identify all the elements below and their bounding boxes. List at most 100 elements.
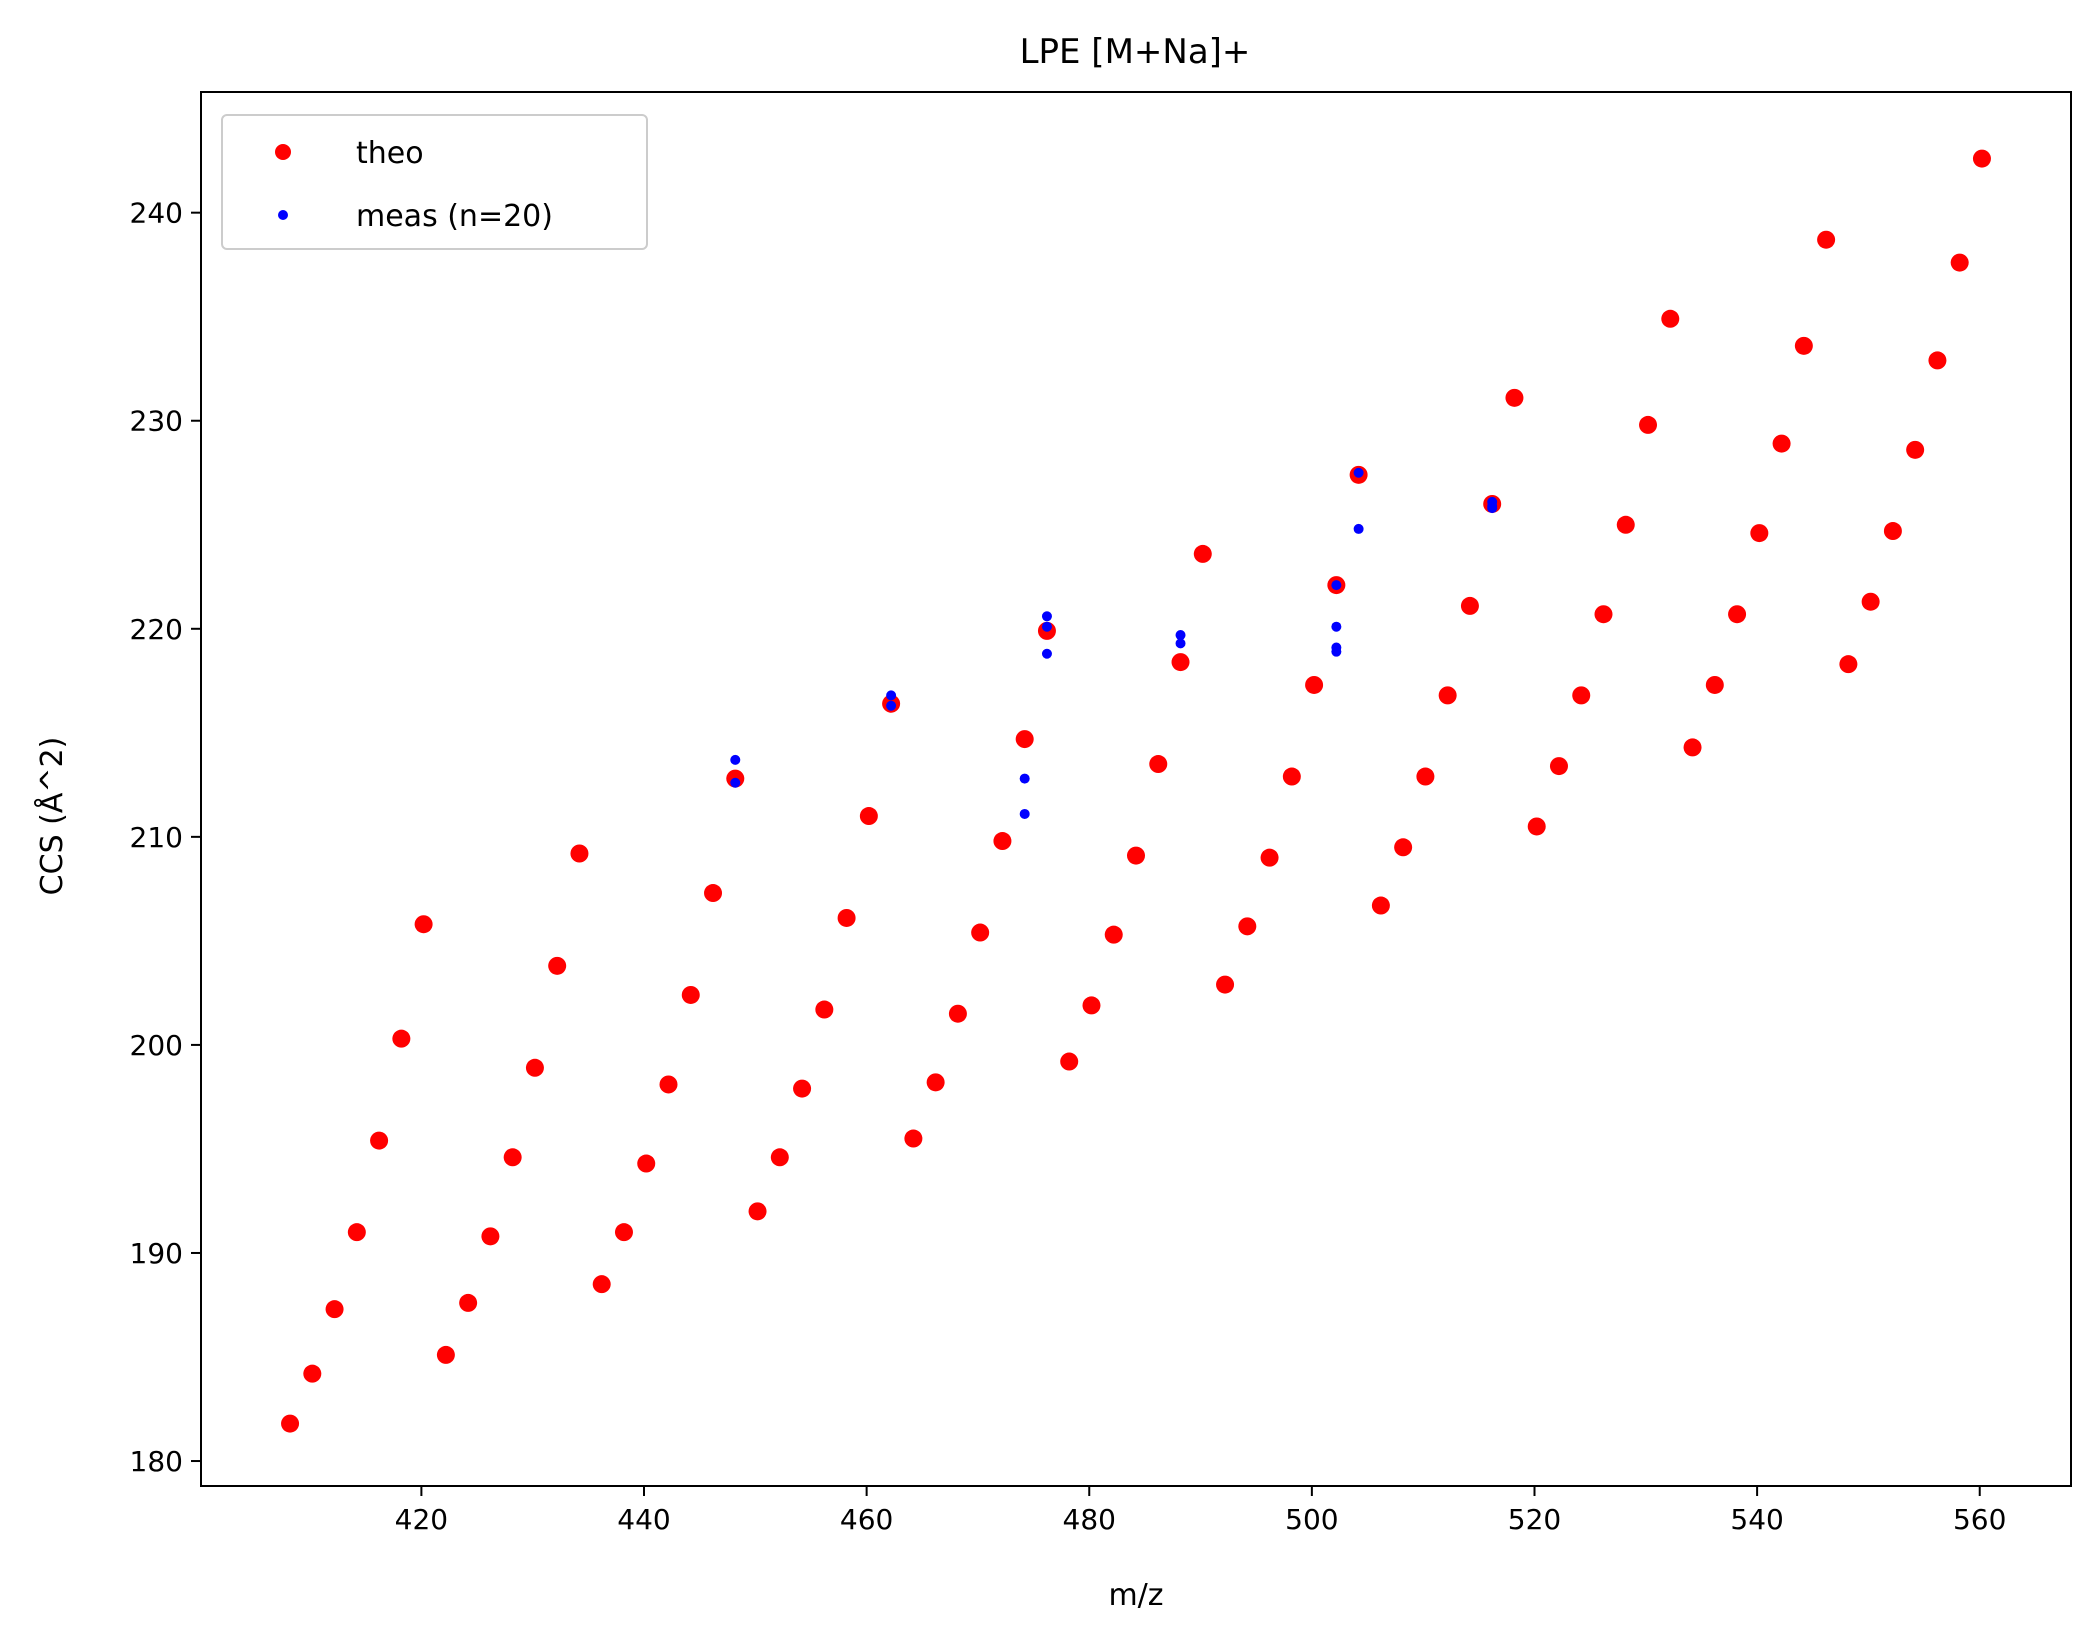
meas-point	[1353, 467, 1364, 478]
theo-point	[1171, 653, 1190, 672]
theo-point	[1394, 838, 1413, 857]
theo-point	[392, 1029, 411, 1048]
theo-point	[1572, 686, 1591, 705]
theo-point	[1839, 655, 1858, 674]
theo-point	[503, 1148, 522, 1167]
theo-point	[770, 1148, 789, 1167]
x-tick-label: 500	[1285, 1503, 1338, 1536]
x-axis-label: m/z	[1108, 1578, 1163, 1613]
theo-point	[1282, 767, 1301, 786]
theo-point	[570, 844, 589, 863]
legend: theo meas (n=20)	[221, 114, 648, 250]
theo-point	[1861, 592, 1880, 611]
meas-point	[886, 690, 897, 701]
theo-point	[904, 1129, 923, 1148]
meas-point	[1175, 630, 1186, 641]
theo-point	[1705, 675, 1724, 694]
meas-point	[730, 777, 741, 788]
theo-point	[414, 915, 433, 934]
x-tick-label: 440	[617, 1503, 670, 1536]
theo-point	[1260, 848, 1279, 867]
legend-box	[221, 114, 648, 250]
theo-point	[1082, 996, 1101, 1015]
meas-point	[1019, 773, 1030, 784]
theo-point	[1817, 230, 1836, 249]
theo-point	[1950, 253, 1969, 272]
y-tick-label: 240	[130, 197, 183, 230]
theo-point	[1906, 440, 1925, 459]
meas-point	[730, 754, 741, 765]
theo-point	[1416, 767, 1435, 786]
theo-point	[481, 1227, 500, 1246]
theo-point	[1238, 917, 1257, 936]
meas-point	[1487, 503, 1498, 514]
theo-point	[971, 923, 990, 942]
theo-point	[1750, 524, 1769, 543]
x-tick-label: 460	[840, 1503, 893, 1536]
theo-point	[1928, 351, 1947, 370]
theo-point	[1305, 675, 1324, 694]
x-tick-label: 520	[1508, 1503, 1561, 1536]
series-meas	[730, 467, 1498, 819]
theo-point	[1972, 149, 1991, 168]
y-tick-label: 200	[130, 1029, 183, 1062]
meas-point	[1041, 648, 1052, 659]
x-tick-label: 480	[1063, 1503, 1116, 1536]
meas-point	[1331, 621, 1342, 632]
legend-marker-meas	[278, 210, 288, 220]
chart-title: LPE [M+Na]+	[1020, 32, 1251, 72]
theo-point	[325, 1300, 344, 1319]
theo-point	[993, 832, 1012, 851]
theo-point	[614, 1223, 633, 1242]
x-tick-label: 540	[1730, 1503, 1783, 1536]
y-tick-label: 230	[130, 405, 183, 438]
theo-point	[659, 1075, 678, 1094]
theo-point	[1527, 817, 1546, 836]
theo-point	[637, 1154, 656, 1173]
theo-point	[347, 1223, 366, 1242]
meas-point	[1019, 808, 1030, 819]
theo-point	[926, 1073, 945, 1092]
meas-point	[1331, 580, 1342, 591]
theo-point	[1728, 605, 1747, 624]
theo-point	[948, 1004, 967, 1023]
theo-point	[837, 908, 856, 927]
theo-point	[459, 1293, 478, 1312]
theo-point	[1149, 755, 1168, 774]
meas-point	[1353, 523, 1364, 534]
meas-point	[1331, 646, 1342, 657]
theo-point	[1794, 336, 1813, 355]
legend-label-meas: meas (n=20)	[356, 199, 553, 234]
theo-point	[370, 1131, 389, 1150]
theo-point	[1104, 925, 1123, 944]
theo-point	[281, 1414, 300, 1433]
theo-point	[793, 1079, 812, 1098]
theo-point	[748, 1202, 767, 1221]
theo-point	[1549, 757, 1568, 776]
theo-point	[592, 1275, 611, 1294]
meas-point	[1041, 621, 1052, 632]
meas-point	[1175, 638, 1186, 649]
theo-point	[1438, 686, 1457, 705]
x-tick-label: 560	[1953, 1503, 2006, 1536]
plot-area	[281, 149, 1991, 1433]
theo-point	[1216, 975, 1235, 994]
theo-point	[525, 1058, 544, 1077]
theo-point	[1193, 544, 1212, 563]
theo-point	[1661, 309, 1680, 328]
theo-point	[1683, 738, 1702, 757]
y-tick-label: 190	[130, 1237, 183, 1270]
legend-marker-theo	[275, 144, 291, 160]
theo-point	[1460, 596, 1479, 615]
theo-point	[1616, 515, 1635, 534]
theo-point	[1127, 846, 1145, 865]
theo-point	[1060, 1052, 1079, 1071]
theo-point	[1639, 415, 1658, 434]
theo-point	[1594, 605, 1613, 624]
y-axis-label: CCS (Å^2)	[34, 737, 70, 896]
theo-point	[681, 985, 700, 1004]
theo-point	[704, 884, 723, 903]
